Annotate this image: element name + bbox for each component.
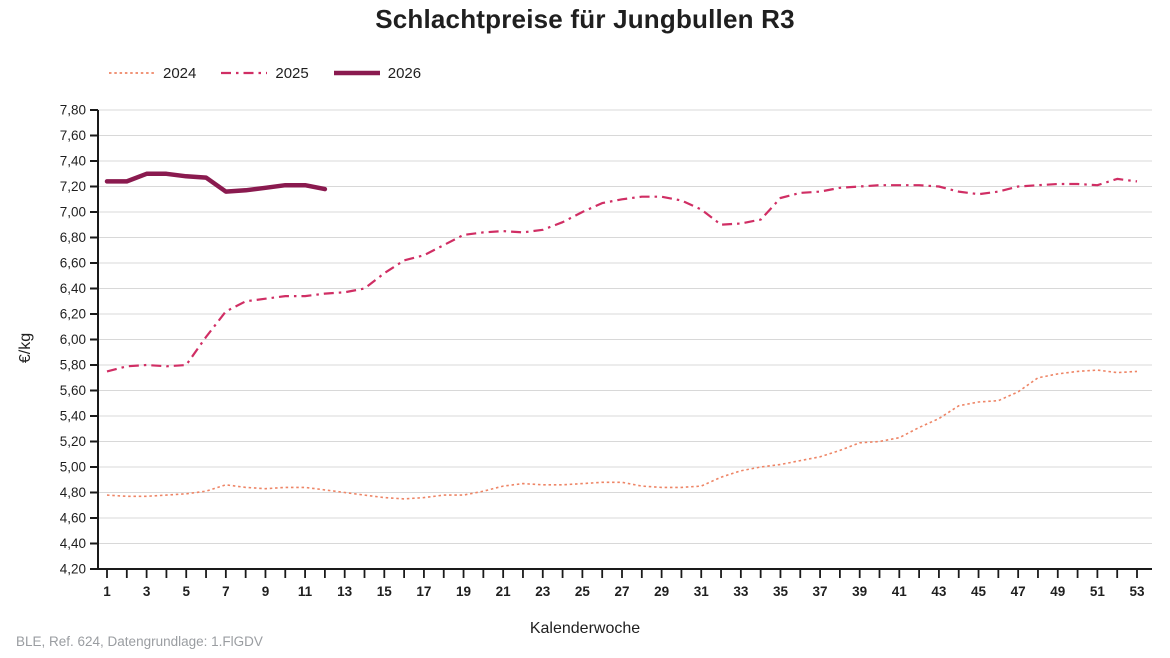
x-tick-label: 53: [1129, 584, 1145, 599]
y-tick-label: 4,20: [60, 562, 86, 577]
legend-swatch-dotted-line-icon: [109, 72, 155, 74]
y-tick-label: 4,80: [60, 485, 86, 500]
source-note: BLE, Ref. 624, Datengrundlage: 1.FlGDV: [16, 634, 263, 649]
legend-item-2024: 2024: [108, 65, 196, 82]
x-tick-label: 21: [496, 584, 512, 599]
x-tick-label: 37: [813, 584, 828, 599]
x-tick-label: 51: [1090, 584, 1106, 599]
legend-label-2025: 2025: [275, 64, 309, 82]
x-tick-label: 1: [103, 584, 111, 599]
legend-label-2024: 2024: [163, 64, 197, 82]
x-tick-label: 35: [773, 584, 789, 599]
x-tick-label: 11: [298, 584, 313, 599]
x-tick-label: 13: [337, 584, 353, 599]
y-tick-label: 7,80: [60, 103, 86, 118]
y-tick-label: 6,60: [60, 256, 86, 271]
y-tick-label: 4,40: [60, 536, 86, 551]
x-tick-label: 25: [575, 584, 591, 599]
y-tick-label: 5,60: [60, 383, 86, 398]
y-tick-label: 5,00: [60, 460, 86, 475]
legend-label-2026: 2026: [387, 64, 422, 82]
x-tick-label: 3: [143, 584, 151, 599]
legend-item-2025: 2025: [220, 64, 309, 82]
legend-swatch-dashdot-line-icon: [221, 71, 268, 75]
legend: 2024 2025 2026: [108, 64, 445, 82]
series-2026-line: [104, 171, 328, 194]
x-tick-label: 47: [1011, 584, 1026, 599]
x-tick-label: 31: [694, 584, 710, 599]
y-tick-label: 7,20: [60, 179, 86, 194]
y-tick-label: 5,80: [60, 358, 86, 373]
x-axis-title: Kalenderwoche: [529, 620, 641, 637]
x-tick-label: 23: [535, 584, 551, 599]
series-2024-line: [106, 369, 1138, 500]
y-tick-label: 7,00: [60, 205, 86, 220]
y-tick-label: 4,60: [60, 511, 86, 526]
chart-title: Schlachtpreise für Jungbullen R3: [375, 4, 795, 34]
x-tick-label: 43: [931, 584, 947, 599]
x-tick-label: 19: [456, 584, 471, 599]
x-tick-label: 39: [852, 584, 867, 599]
y-tick-label: 6,80: [60, 230, 86, 245]
x-tick-label: 45: [971, 584, 987, 599]
y-tick-label: 6,00: [60, 332, 86, 347]
x-tick-label: 7: [222, 584, 230, 599]
x-tick-label: 49: [1050, 584, 1065, 599]
y-axis-title: €/kg: [17, 332, 34, 364]
x-tick-label: 15: [377, 584, 393, 599]
x-tick-label: 27: [614, 584, 629, 599]
y-tick-label: 6,40: [60, 281, 86, 296]
legend-item-2026: 2026: [333, 65, 421, 82]
x-tick-label: 41: [892, 584, 908, 599]
x-tick-label: 17: [416, 584, 431, 599]
x-tick-label: 5: [182, 584, 190, 599]
x-tick-label: 29: [654, 584, 669, 599]
y-tick-label: 7,40: [60, 154, 86, 169]
y-tick-label: 7,60: [60, 128, 86, 143]
legend-swatch-solid-line-icon: [333, 70, 380, 76]
x-tick-label: 33: [733, 584, 749, 599]
series-2025-line: [106, 177, 1138, 373]
x-tick-label: 9: [262, 584, 270, 599]
y-tick-label: 5,20: [60, 434, 86, 449]
y-tick-label: 6,20: [60, 307, 86, 322]
y-tick-label: 5,40: [60, 409, 86, 424]
